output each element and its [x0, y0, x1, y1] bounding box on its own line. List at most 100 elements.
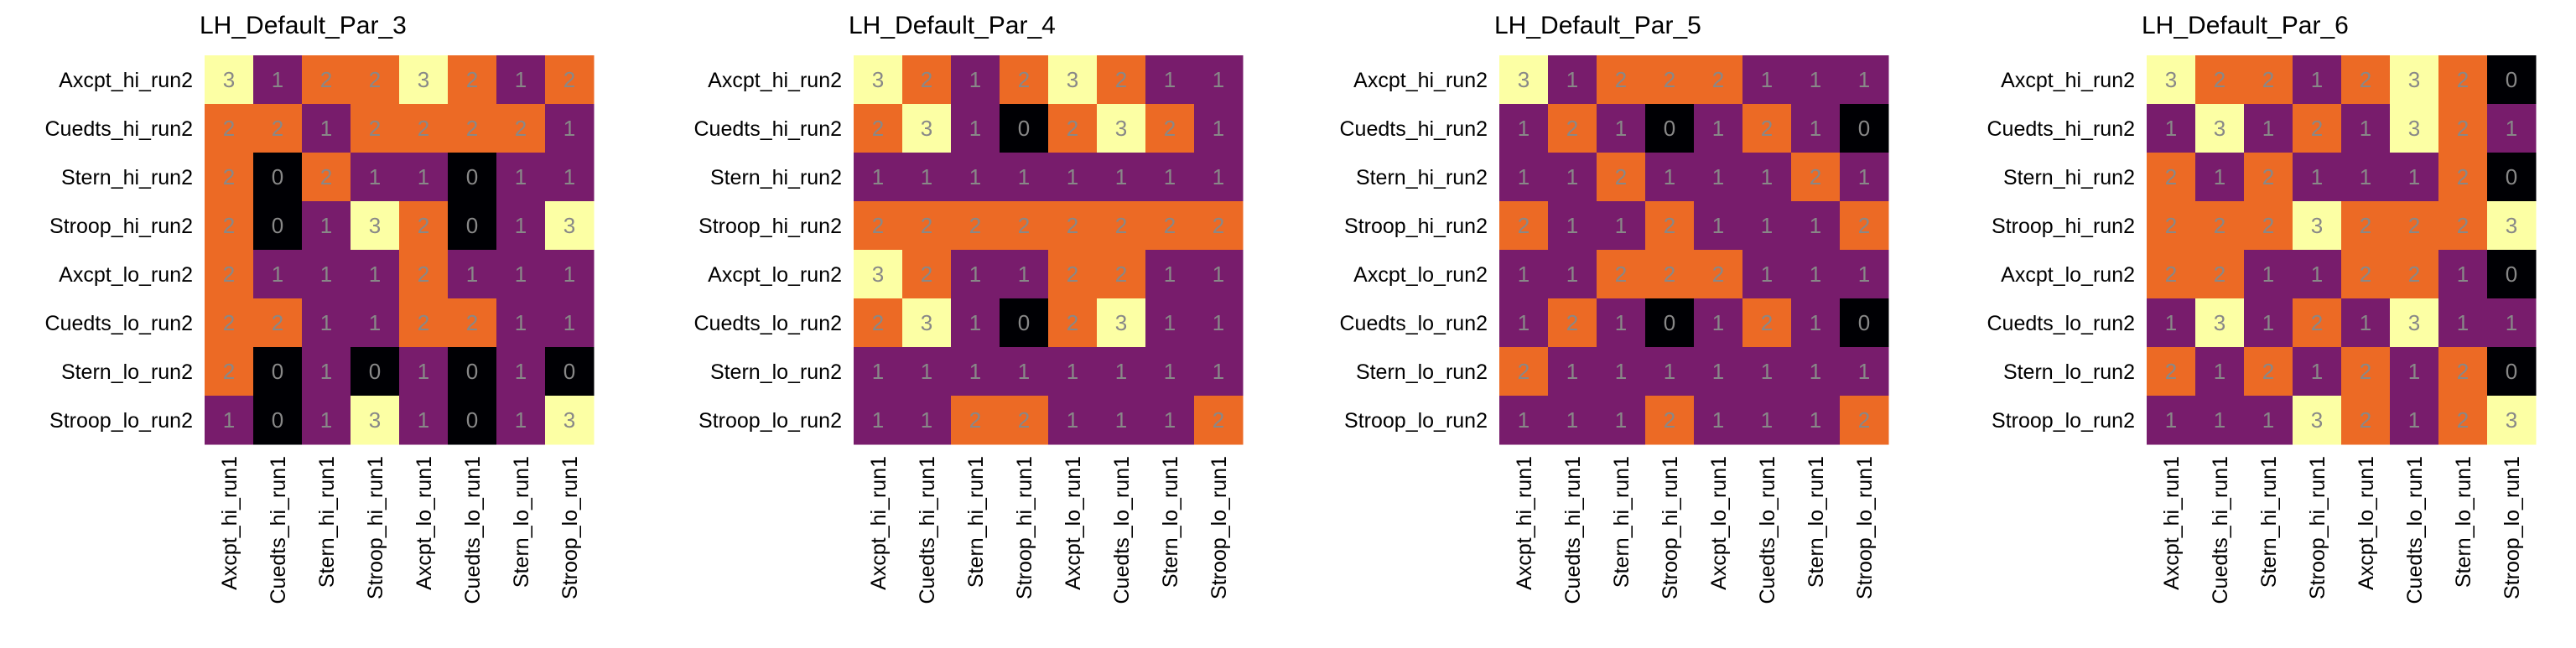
cell-value-label: 2 — [1164, 213, 1176, 238]
row-label: Axcpt_lo_run2 — [1353, 263, 1488, 287]
heatmap-cell — [1048, 55, 1098, 105]
heatmap-cell — [2438, 347, 2488, 397]
heatmap-cell — [1145, 250, 1195, 299]
cell-value-label: 1 — [872, 407, 884, 433]
heatmap-cell — [2195, 104, 2245, 153]
heatmap-cell — [854, 153, 903, 202]
panel-title: LH_Default_Par_3 — [200, 12, 407, 39]
cell-value-label: 2 — [921, 213, 932, 238]
cell-value-label: 2 — [2457, 116, 2469, 141]
cell-value-label: 1 — [1664, 359, 1675, 384]
row-label: Stroop_lo_run2 — [1344, 409, 1488, 433]
cell-value-label: 1 — [564, 116, 575, 141]
column-label: Cuedts_hi_run1 — [2209, 456, 2232, 604]
heatmap-cell — [1097, 347, 1146, 397]
column-label: Axcpt_hi_run1 — [1513, 456, 1536, 590]
cell-value-label: 1 — [1615, 213, 1627, 238]
cell-value-label: 2 — [1664, 262, 1675, 287]
heatmap-cell — [2438, 55, 2488, 105]
cell-value-label: 1 — [1213, 310, 1224, 335]
cell-value-label: 1 — [1518, 407, 1530, 433]
cell-value-label: 1 — [1213, 116, 1224, 141]
column-label: Stroop_lo_run1 — [558, 456, 582, 599]
heatmap-cell — [1000, 153, 1049, 202]
heatmap-cell — [496, 250, 546, 299]
cell-value-label: 2 — [2214, 67, 2225, 92]
cell-value-label: 1 — [1615, 116, 1627, 141]
heatmap-cell — [1097, 153, 1146, 202]
cell-value-label: 2 — [2360, 67, 2371, 92]
heatmap-cell — [1694, 347, 1743, 397]
cell-value-label: 2 — [1067, 116, 1078, 141]
column-label: Axcpt_lo_run1 — [1707, 456, 1731, 590]
heatmap-cell — [1097, 396, 1146, 445]
heatmap-cell — [1645, 153, 1695, 202]
heatmap-cell — [1791, 201, 1841, 251]
cell-value-label: 2 — [223, 116, 235, 141]
heatmap-cell — [2147, 396, 2196, 445]
cell-value-label: 2 — [2262, 359, 2274, 384]
cell-value-label: 1 — [1213, 67, 1224, 92]
cell-value-label: 3 — [921, 310, 932, 335]
cell-value-label: 1 — [1810, 262, 1821, 287]
cell-value-label: 1 — [1712, 116, 1724, 141]
cell-value-label: 1 — [1566, 164, 1578, 189]
cell-value-label: 1 — [2360, 164, 2371, 189]
cell-value-label: 1 — [2165, 407, 2177, 433]
cell-value-label: 2 — [223, 310, 235, 335]
cell-value-label: 1 — [1664, 164, 1675, 189]
heatmap-cell — [2341, 201, 2391, 251]
cell-value-label: 2 — [969, 407, 981, 433]
column-label: Cuedts_lo_run1 — [1756, 456, 1779, 604]
column-label: Cuedts_lo_run1 — [2403, 456, 2427, 604]
heatmap-cell — [2487, 250, 2537, 299]
cell-value-label: 1 — [2408, 164, 2420, 189]
heatmap-cell — [205, 298, 254, 348]
cell-value-label: 2 — [2262, 164, 2274, 189]
cell-value-label: 0 — [2506, 67, 2517, 92]
cell-value-label: 1 — [969, 164, 981, 189]
heatmap-cell — [2244, 55, 2293, 105]
heatmap-cell — [302, 201, 351, 251]
heatmap-cell — [1548, 250, 1597, 299]
heatmap-cell — [2341, 104, 2391, 153]
heatmap-cell — [2244, 396, 2293, 445]
cell-value-label: 3 — [1067, 67, 1078, 92]
column-label: Axcpt_lo_run1 — [1062, 456, 1085, 590]
heatmap-cell — [854, 201, 903, 251]
cell-value-label: 3 — [369, 213, 381, 238]
heatmap-cell — [1840, 298, 1889, 348]
heatmap-cell — [1548, 298, 1597, 348]
heatmap-panel-1: LH_Default_Par_3 3 1 2 2 3 2 1 2 2 2 1 2 2 2 2 1 2 0 2 1 1 0 1 1… — [44, 12, 595, 604]
cell-value-label: 1 — [2311, 359, 2323, 384]
heatmap-cell — [1840, 396, 1889, 445]
heatmap-cell — [1145, 347, 1195, 397]
cell-value-label: 0 — [2506, 262, 2517, 287]
column-label: Stroop_hi_run1 — [2306, 456, 2329, 599]
cell-value-label: 0 — [272, 213, 283, 238]
cell-value-label: 1 — [515, 164, 527, 189]
heatmap-cell — [854, 396, 903, 445]
cell-value-label: 0 — [1858, 310, 1870, 335]
heatmap-cell — [1694, 55, 1743, 105]
cell-value-label: 2 — [2165, 213, 2177, 238]
cell-value-label: 1 — [1213, 359, 1224, 384]
row-label: Stroop_hi_run2 — [49, 215, 193, 238]
heatmap-cell — [2195, 396, 2245, 445]
cell-value-label: 2 — [418, 262, 429, 287]
cell-value-label: 1 — [2214, 407, 2225, 433]
heatmap-cell — [253, 347, 303, 397]
heatmap-cell — [302, 347, 351, 397]
heatmap-cell — [399, 298, 449, 348]
heatmap-cell — [2390, 104, 2439, 153]
heatmap-cell — [2438, 250, 2488, 299]
heatmap-cell — [1048, 298, 1098, 348]
column-label: Axcpt_hi_run1 — [218, 456, 242, 590]
heatmap-cell — [496, 153, 546, 202]
heatmap-cell — [1548, 153, 1597, 202]
cell-value-label: 0 — [2506, 164, 2517, 189]
heatmap-panel-3: LH_Default_Par_5 3 1 2 2 2 1 1 1 1 2 1 0 1 2 1 0 1 1 2 1 1 1 2 1… — [1339, 12, 1889, 604]
row-label: Stern_hi_run2 — [710, 166, 842, 189]
heatmap-cell — [1597, 201, 1646, 251]
heatmap-cell — [1791, 396, 1841, 445]
